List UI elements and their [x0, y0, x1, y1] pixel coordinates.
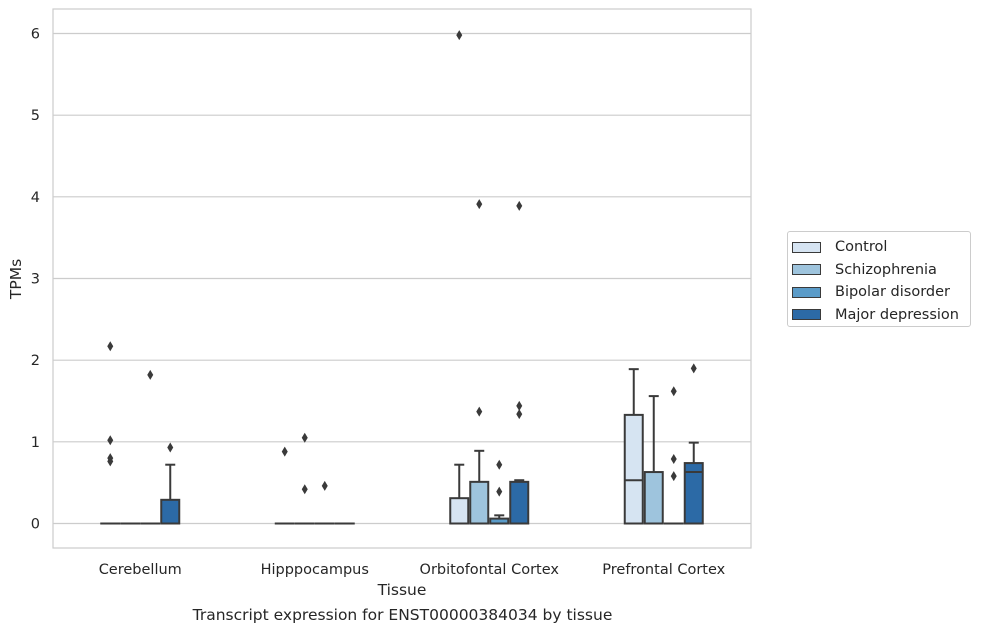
outlier-point	[107, 341, 114, 352]
outlier-point	[496, 459, 503, 470]
outlier-point	[476, 406, 483, 417]
y-tick-label: 5	[31, 108, 40, 124]
outlier-point	[516, 400, 523, 411]
y-tick-label: 3	[31, 272, 40, 288]
box	[643, 471, 664, 525]
outlier-point	[107, 456, 114, 467]
legend-item-major-depression: Major depression	[792, 304, 970, 327]
legend-label: Bipolar disorder	[835, 284, 950, 301]
y-tick-label: 4	[31, 190, 40, 206]
x-tick-label: Prefrontal Cortex	[602, 562, 725, 578]
legend-label: Control	[835, 239, 888, 256]
box	[623, 413, 644, 525]
outlier-point	[301, 432, 308, 443]
outlier-point	[516, 409, 523, 420]
outlier-point	[147, 369, 154, 380]
legend-swatch	[792, 309, 821, 321]
y-tick-label: 2	[31, 353, 40, 369]
box	[509, 480, 530, 525]
y-tick-label: 1	[31, 435, 40, 451]
outlier-point	[670, 386, 677, 397]
y-tick-label: 0	[31, 517, 40, 533]
outlier-point	[456, 30, 463, 41]
x-tick-labels: Cerebellum Hipppocampus Orbitofontal Corte…	[99, 562, 726, 578]
y-tick-label: 6	[31, 27, 40, 43]
outlier-point	[107, 435, 114, 446]
outlier-point	[281, 446, 288, 457]
outlier-point	[321, 480, 328, 491]
outlier-point	[476, 199, 483, 210]
outlier-point	[670, 471, 677, 482]
outlier-point	[301, 484, 308, 495]
legend-swatch	[792, 286, 821, 298]
plot-frame	[52, 8, 752, 549]
legend-swatch	[792, 241, 821, 253]
legend: Control Schizophrenia Bipolar disorder M…	[787, 231, 971, 327]
outlier-point	[516, 200, 523, 211]
outlier-point	[496, 486, 503, 497]
box	[683, 462, 704, 525]
legend-label: Schizophrenia	[835, 261, 937, 278]
x-tick-label: Cerebellum	[99, 562, 182, 578]
legend-swatch	[792, 264, 821, 276]
outlier-point	[167, 442, 174, 453]
legend-item-control: Control	[792, 236, 970, 259]
box	[160, 498, 181, 525]
grid-lines	[53, 32, 751, 525]
outlier-point	[670, 453, 677, 464]
x-axis-label: Tissue	[377, 581, 427, 599]
outlier-point	[690, 363, 697, 374]
y-tick-labels: 0 1 2 3 4 5 6	[31, 27, 40, 533]
x-tick-label: Orbitofontal Cortex	[420, 562, 560, 578]
outlier-points	[107, 30, 697, 497]
y-axis-label: TPMs	[7, 259, 25, 300]
box	[469, 480, 490, 525]
legend-item-bipolar-disorder: Bipolar disorder	[792, 281, 970, 304]
boxes	[100, 368, 704, 525]
legend-label: Major depression	[835, 306, 959, 323]
box	[449, 497, 470, 525]
legend-item-schizophrenia: Schizophrenia	[792, 259, 970, 282]
x-tick-label: Hipppocampus	[261, 562, 369, 578]
figure-caption: Transcript expression for ENST0000038403…	[192, 606, 613, 624]
